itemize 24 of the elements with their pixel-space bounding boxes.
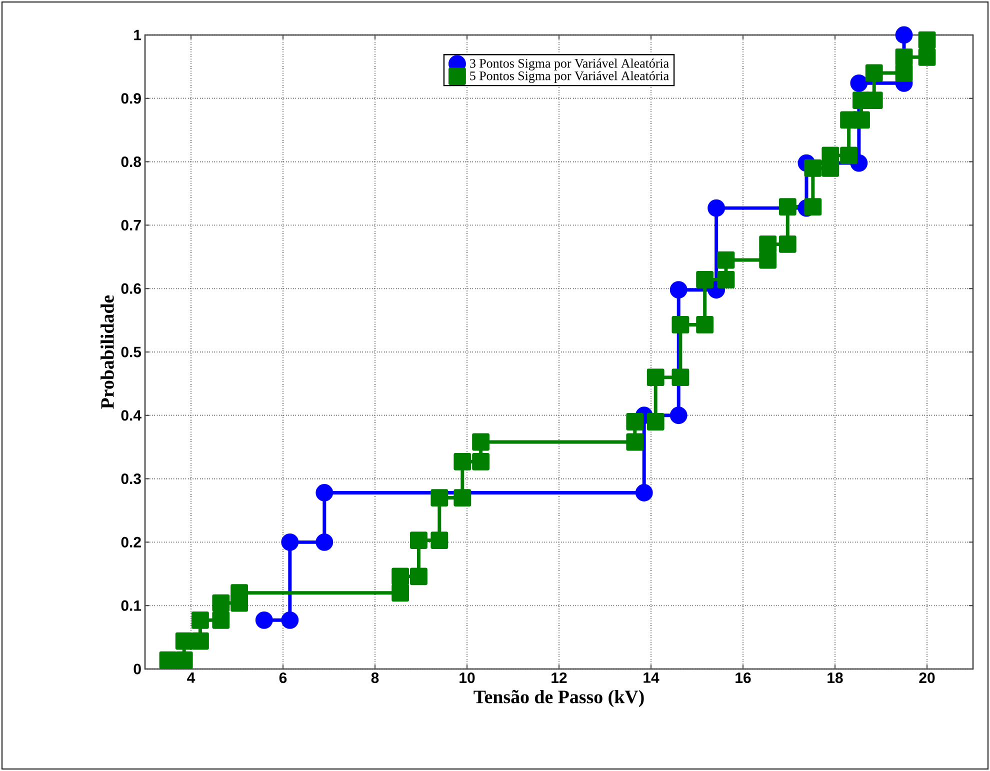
y-tick-label: 1: [134, 30, 142, 40]
x-tick-label: 4: [187, 672, 196, 683]
y-tick-label: 0.8: [121, 156, 142, 168]
legend-label: 5 Pontos Sigma por Variável Aleatória: [470, 71, 669, 83]
y-tick-label: 0.2: [121, 536, 141, 548]
y-axis-title: Probabilidade: [100, 295, 114, 409]
x-tick-label: 20: [919, 672, 935, 684]
x-tick-label: 8: [371, 672, 379, 684]
x-tick-label: 12: [552, 672, 567, 683]
x-tick-label: 6: [279, 672, 287, 684]
y-tick-label: 0.9: [121, 93, 141, 104]
y-tick-label: 0.5: [121, 346, 142, 358]
x-tick-label: 16: [736, 672, 751, 684]
x-axis-title: Tensão de Passo (kV): [474, 690, 644, 708]
y-tick-label: 0.6: [121, 283, 141, 294]
x-tick-label: 10: [460, 672, 475, 684]
x-tick-label: 14: [644, 672, 660, 683]
y-tick-label: 0: [134, 664, 141, 674]
y-tick-label: 0.1: [121, 600, 142, 611]
legend-label: 3 Pontos Sigma por Variável Aleatória: [470, 58, 669, 70]
y-tick-label: 0.4: [121, 410, 142, 421]
x-tick-label: 18: [828, 672, 843, 684]
y-tick-label: 0.7: [121, 220, 141, 230]
y-tick-label: 0.3: [121, 473, 141, 484]
